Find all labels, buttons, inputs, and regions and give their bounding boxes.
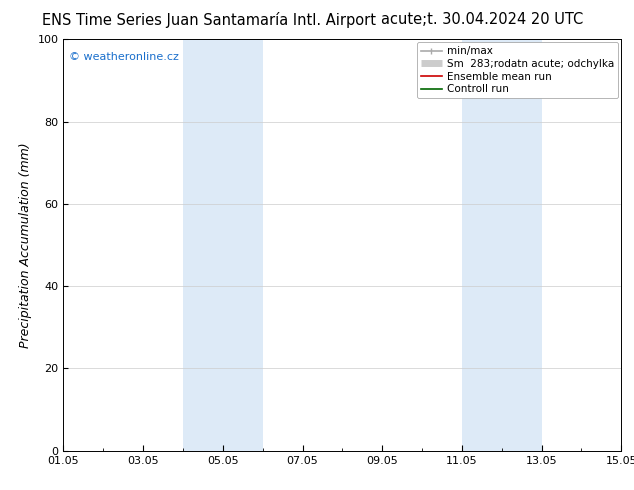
Y-axis label: Precipitation Accumulation (mm): Precipitation Accumulation (mm) [19, 142, 32, 348]
Legend: min/max, Sm  283;rodatn acute; odchylka, Ensemble mean run, Controll run: min/max, Sm 283;rodatn acute; odchylka, … [417, 42, 618, 98]
Text: acute;t. 30.04.2024 20 UTC: acute;t. 30.04.2024 20 UTC [380, 12, 583, 27]
Bar [183, 39, 262, 451]
Text: © weatheronline.cz: © weatheronline.cz [69, 51, 179, 62]
Bar [462, 39, 541, 451]
Text: ENS Time Series Juan Santamaría Intl. Airport: ENS Time Series Juan Santamaría Intl. Ai… [42, 12, 376, 28]
